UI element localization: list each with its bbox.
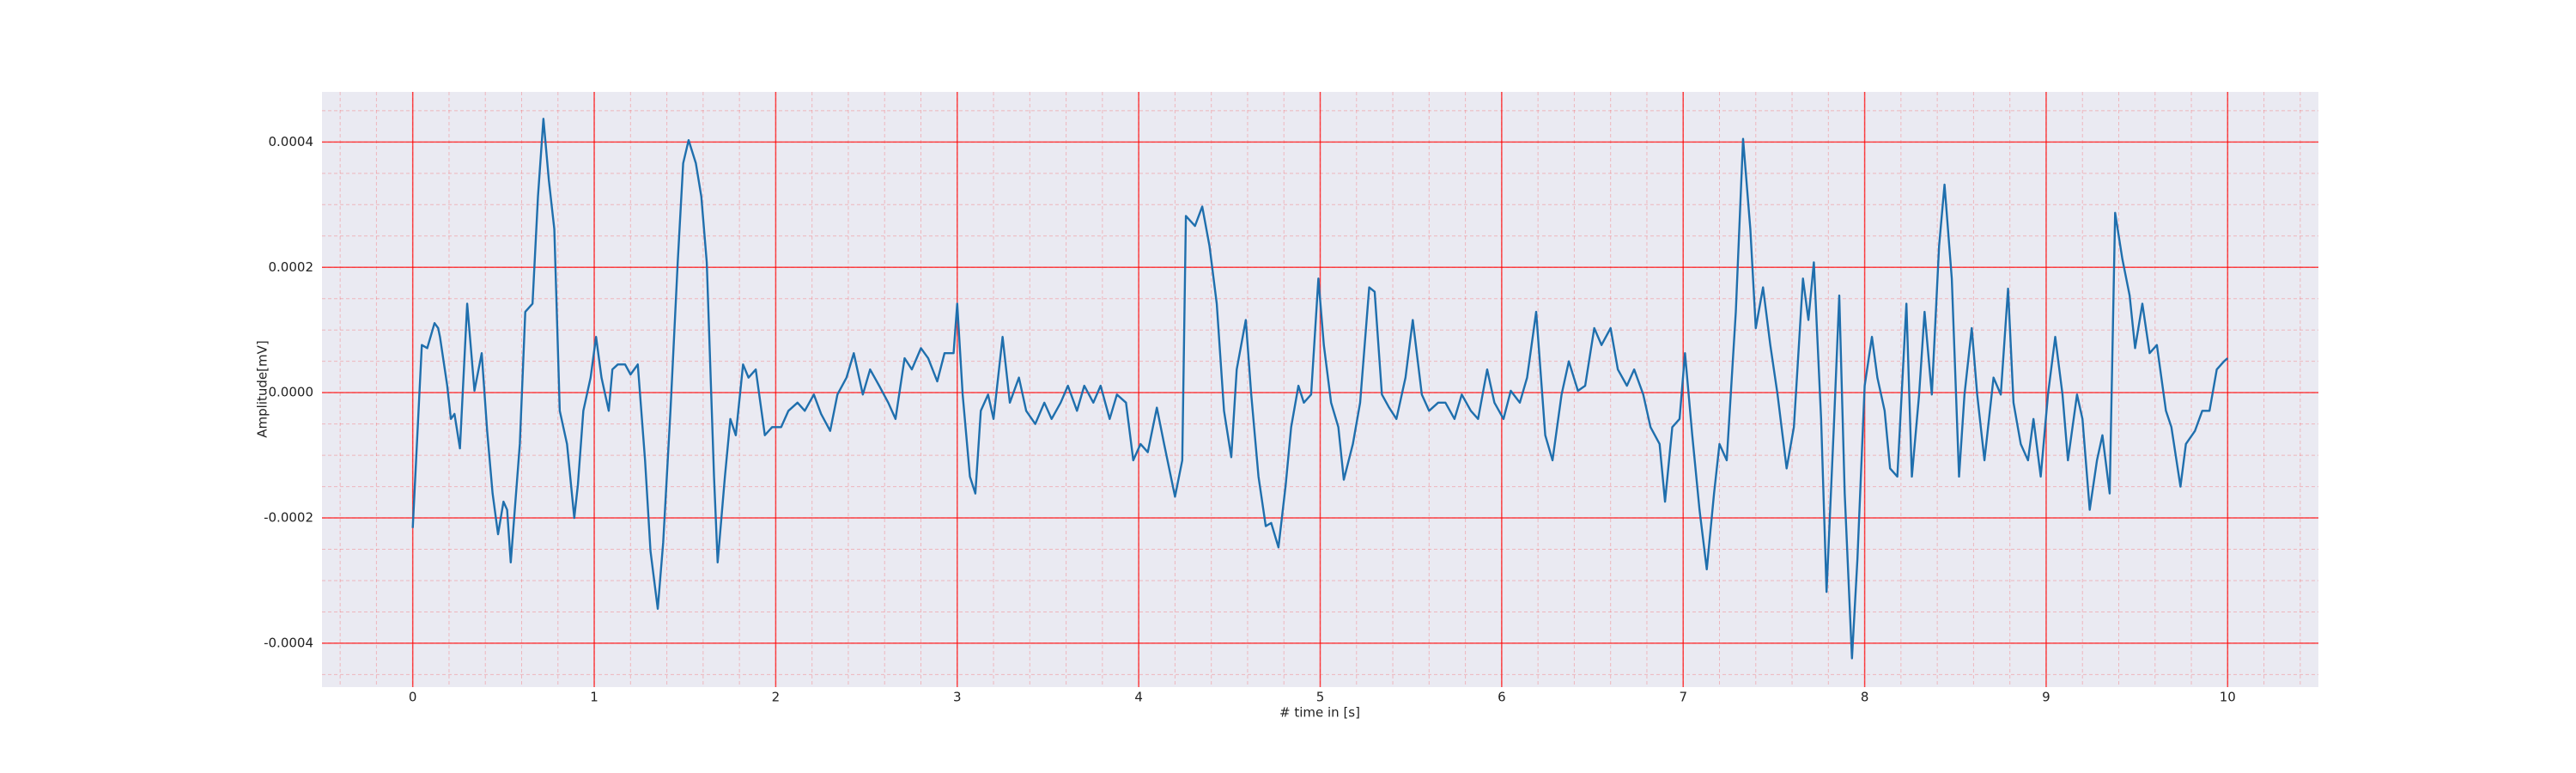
x-tick-label: 1 [590, 690, 598, 705]
x-tick-label: 5 [1316, 690, 1325, 705]
x-tick-label: 4 [1134, 690, 1143, 705]
y-tick-label: 0.0004 [269, 134, 314, 149]
x-tick-label: 7 [1679, 690, 1687, 705]
x-axis-label: # time in [s] [1279, 705, 1360, 721]
x-tick-label: 8 [1861, 690, 1869, 705]
x-tick-label: 0 [409, 690, 417, 705]
y-tick-label: 0.0000 [269, 385, 314, 400]
y-tick-label: -0.0004 [264, 635, 313, 650]
y-axis-label: Amplitude[mV] [255, 340, 270, 437]
x-tick-label: 3 [953, 690, 962, 705]
y-tick-label: -0.0002 [264, 510, 313, 526]
x-tick-label: 2 [772, 690, 781, 705]
x-tick-label: 10 [2220, 690, 2236, 705]
x-tick-label: 9 [2042, 690, 2050, 705]
x-tick-label: 6 [1498, 690, 1506, 705]
signal-line [411, 118, 2229, 660]
y-tick-label: 0.0002 [269, 259, 314, 275]
plot-area [322, 92, 2318, 687]
